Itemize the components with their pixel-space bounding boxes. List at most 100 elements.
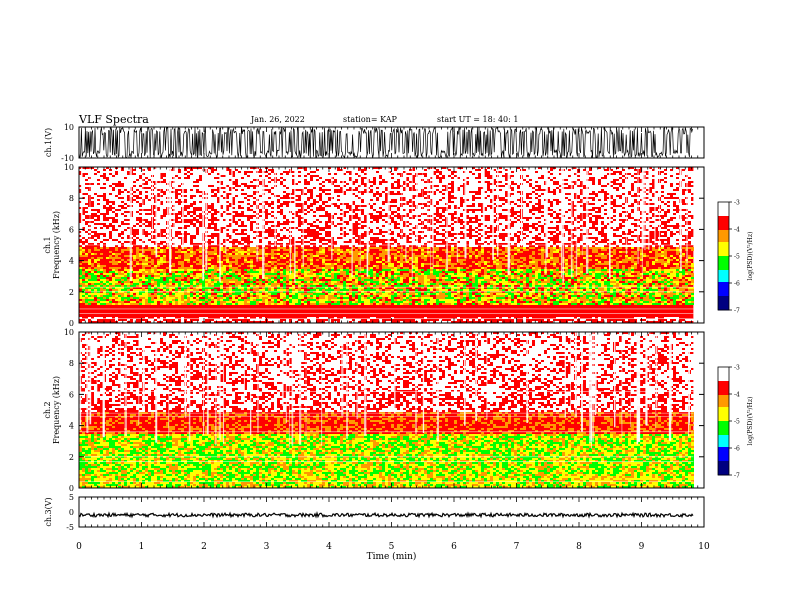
spectrogram-cell	[541, 181, 544, 183]
spectrogram-cell	[424, 229, 427, 231]
spectrogram-cell	[667, 235, 670, 237]
spectrogram-cell	[598, 237, 601, 239]
spectrogram-cell	[469, 189, 472, 191]
spectrogram-cell	[526, 201, 529, 203]
spectrogram-cell	[313, 177, 316, 179]
spectrogram-cell	[277, 187, 280, 189]
spectrogram-cell	[364, 187, 367, 189]
spectrogram-cell	[595, 175, 598, 177]
spectrogram-cell	[664, 195, 667, 197]
spectrogram-cell	[472, 179, 475, 181]
spectrogram-cell	[238, 217, 241, 219]
spectrogram-cell	[253, 169, 256, 171]
spectrogram-cell	[364, 223, 367, 225]
spectrogram-cell	[178, 241, 181, 243]
spectrogram-cell	[106, 235, 109, 237]
spectrogram-cell	[661, 181, 664, 183]
spectrogram-cell	[397, 219, 400, 221]
spectrogram-cell	[661, 205, 664, 207]
spectrogram-cell	[634, 191, 637, 193]
spectrogram-cell	[568, 189, 571, 191]
spectrogram-cell	[532, 221, 535, 223]
spectrogram-cell	[94, 199, 97, 201]
spectrogram-cell	[364, 211, 367, 213]
spectrogram-cell	[448, 177, 451, 179]
spectrogram-cell	[391, 179, 394, 181]
spectrogram-cell	[346, 173, 349, 175]
spectrogram-cell	[346, 193, 349, 195]
spectrogram-cell	[538, 193, 541, 195]
spectrogram-cell	[97, 185, 100, 187]
spectrogram-cell	[553, 223, 556, 225]
spectrogram-cell	[178, 191, 181, 193]
spectrogram-cell	[313, 219, 316, 221]
spectrogram-cell	[604, 221, 607, 223]
spectrogram-cell	[250, 199, 253, 201]
spectrogram-cell	[148, 175, 151, 177]
spectrogram-cell	[556, 189, 559, 191]
spectrogram-cell	[163, 169, 166, 171]
spectrogram-cell	[304, 227, 307, 229]
spectrogram-cell	[688, 175, 691, 177]
spectrogram-cell	[595, 179, 598, 181]
spectrogram-cell	[373, 227, 376, 229]
spectrogram-cell	[691, 219, 694, 221]
spectrogram-cell	[94, 217, 97, 219]
spectrogram-cell	[127, 185, 130, 187]
spectrogram-cell	[511, 185, 514, 187]
spectrogram-cell	[277, 213, 280, 215]
spectrogram-cell	[91, 219, 94, 221]
spectrogram-cell	[541, 179, 544, 181]
spectrogram-cell	[448, 241, 451, 243]
spectrogram-cell	[253, 239, 256, 241]
spectrogram-cell	[250, 235, 253, 237]
spectrogram-cell	[439, 197, 442, 199]
spectrogram-cell	[265, 191, 268, 193]
spectrogram-cell	[148, 191, 151, 193]
spectrogram-cell	[502, 227, 505, 229]
spectrogram-cell	[265, 173, 268, 175]
spectrogram-cell	[691, 227, 694, 229]
spectrogram-cell	[319, 211, 322, 213]
spectrogram-cell	[148, 195, 151, 197]
spectrogram-cell	[271, 199, 274, 201]
spectrogram-cell	[196, 187, 199, 189]
spectrogram-cell	[253, 241, 256, 243]
spectrogram-cell	[136, 239, 139, 241]
spectrogram-cell	[583, 177, 586, 179]
spectrogram-cell	[322, 241, 325, 243]
spectrogram-cell	[409, 203, 412, 205]
spectrogram-cell	[211, 247, 214, 249]
spectrogram-cell	[91, 191, 94, 193]
spectrogram-cell	[100, 207, 103, 209]
spectrogram-cell	[100, 173, 103, 175]
ch1-waveform-ylabel: ch.1(V)	[44, 128, 53, 157]
spectrogram-cell	[157, 217, 160, 219]
spectrogram-cell	[304, 233, 307, 235]
spectrogram-cell	[346, 201, 349, 203]
spectrogram-cell	[469, 181, 472, 183]
spectrogram-cell	[175, 177, 178, 179]
spectrogram-cell	[118, 211, 121, 213]
spectrogram-cell	[427, 237, 430, 239]
spectrogram-cell	[175, 169, 178, 171]
spectrogram-cell	[682, 171, 685, 173]
spectrogram-cell	[277, 171, 280, 173]
spectrogram-cell	[589, 225, 592, 227]
spectrogram-cell	[370, 173, 373, 175]
spectrogram-cell	[322, 205, 325, 207]
spectrogram-cell	[328, 211, 331, 213]
spectrogram-cell	[460, 183, 463, 185]
spectrogram-cell	[397, 199, 400, 201]
spectrogram-cell	[499, 227, 502, 229]
spectrogram-cell	[319, 191, 322, 193]
spectrogram-cell	[373, 205, 376, 207]
spectrogram-cell	[190, 247, 193, 249]
spectrogram-cell	[478, 199, 481, 201]
spectrogram-cell	[502, 241, 505, 243]
spectrogram-cell	[253, 247, 256, 249]
spectrogram-cell	[199, 231, 202, 233]
spectrogram-cell	[313, 181, 316, 183]
spectrogram-cell	[376, 207, 379, 209]
spectrogram-cell	[376, 229, 379, 231]
